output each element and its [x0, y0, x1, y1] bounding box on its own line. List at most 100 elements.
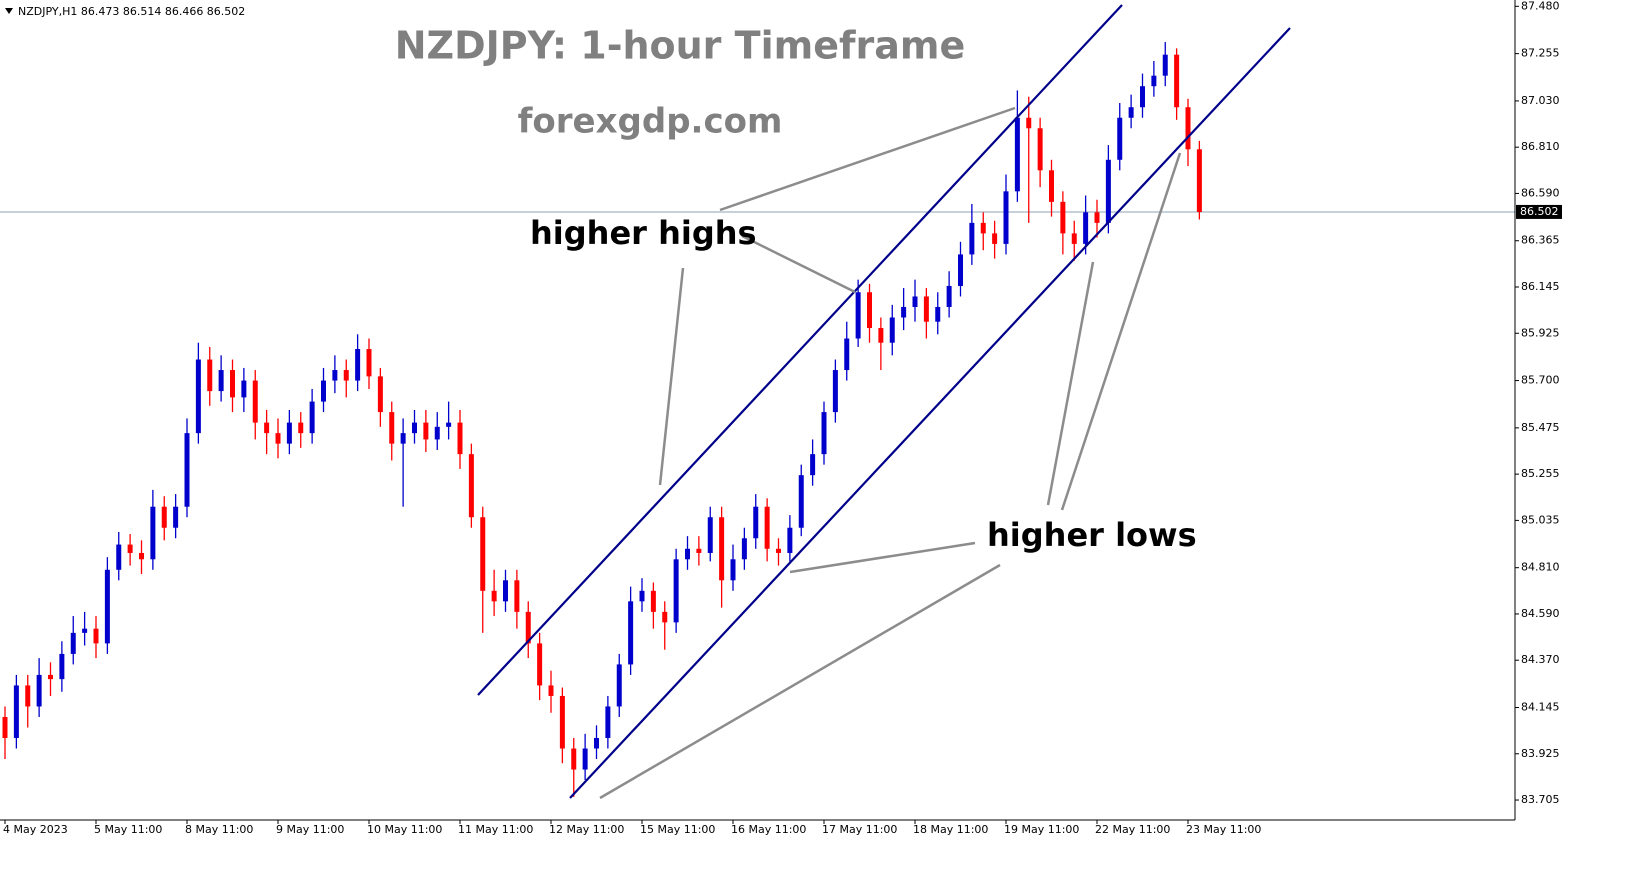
candle-body	[275, 433, 281, 444]
candle-body	[1174, 54, 1180, 108]
candle-body	[377, 376, 383, 413]
x-tick-label: 10 May 11:00	[367, 823, 442, 836]
candle-body	[867, 292, 872, 328]
candle-body	[195, 359, 201, 434]
x-tick-label: 23 May 11:00	[1186, 823, 1261, 836]
candle-body	[25, 685, 31, 707]
candle-body	[639, 590, 645, 602]
x-tick-label: 18 May 11:00	[913, 823, 988, 836]
y-tick-label: 86.810	[1521, 140, 1560, 153]
candle-body	[173, 506, 179, 528]
candle-body	[776, 548, 781, 553]
candle-body	[93, 628, 99, 644]
candle-body	[1117, 117, 1123, 160]
y-tick-label: 85.475	[1521, 421, 1560, 434]
candle-body	[400, 433, 406, 444]
candle-body	[537, 643, 543, 686]
candle-body	[321, 380, 326, 402]
candle-body	[1105, 159, 1111, 223]
candle-body	[923, 296, 929, 322]
candle-body	[480, 517, 486, 591]
y-tick-label: 87.480	[1521, 0, 1560, 12]
y-tick-label: 84.145	[1521, 701, 1560, 714]
candle-body	[2, 716, 8, 738]
y-tick-label: 85.255	[1521, 467, 1560, 480]
header: NZDJPY,H1 86.473 86.514 86.466 86.502	[18, 5, 245, 18]
candle-body	[116, 544, 122, 570]
y-tick-label: 86.590	[1521, 186, 1560, 199]
candle-body	[423, 422, 429, 440]
candle-body	[559, 695, 565, 749]
candle-body	[127, 544, 133, 553]
candle-body	[719, 517, 725, 581]
candle-body	[264, 422, 270, 434]
y-tick-label: 86.145	[1521, 280, 1560, 293]
candle-body	[184, 433, 190, 507]
candle-body	[707, 517, 713, 553]
candle-body	[1094, 212, 1100, 223]
x-tick-label: 22 May 11:00	[1095, 823, 1170, 836]
candle-body	[1060, 201, 1066, 234]
candle-body	[230, 370, 235, 398]
x-tick-label: 11 May 11:00	[458, 823, 533, 836]
candle-body	[650, 590, 656, 612]
pointer	[658, 267, 685, 486]
candle-body	[969, 222, 975, 255]
y-tick-label: 84.590	[1521, 607, 1560, 620]
candle-body	[514, 580, 520, 612]
candle-body	[946, 285, 952, 307]
candle-body	[935, 306, 941, 322]
price-label-bg	[1516, 204, 1562, 219]
candle-body	[252, 380, 258, 423]
candle-body	[855, 292, 861, 339]
candles	[0, 42, 1515, 797]
y-tick-label: 85.925	[1521, 326, 1560, 339]
candle-body	[582, 748, 588, 770]
candle-body	[1026, 117, 1032, 129]
x-tick-label: 17 May 11:00	[822, 823, 897, 836]
candle-body	[241, 380, 247, 398]
candle-body	[59, 653, 65, 680]
candle-body	[798, 475, 804, 528]
x-tick-label: 9 May 11:00	[276, 823, 344, 836]
pointer	[719, 106, 1016, 212]
candle-body	[616, 664, 622, 707]
candle-body	[412, 422, 417, 434]
candle-body	[548, 685, 554, 696]
candle-body	[525, 611, 531, 644]
candle-body	[104, 569, 110, 644]
y-tick-label: 84.370	[1521, 653, 1560, 666]
chart-subtitle: forexgdp.com	[518, 102, 783, 142]
candle-body	[1185, 107, 1191, 150]
x-tick-label: 4 May 2023	[3, 823, 68, 836]
candle-body	[741, 538, 747, 560]
candle-body	[764, 506, 770, 549]
y-tick-label: 83.925	[1521, 747, 1560, 760]
candle-body	[161, 506, 167, 528]
candle-body	[1037, 128, 1043, 171]
channel-upper	[477, 4, 1123, 696]
x-tick-label: 8 May 11:00	[185, 823, 253, 836]
candle-body	[1151, 75, 1157, 87]
candle-body	[685, 548, 690, 560]
candle-body	[912, 296, 918, 307]
x-tick-label: 5 May 11:00	[94, 823, 162, 836]
candle-body	[1128, 107, 1134, 118]
candle-body	[207, 359, 213, 392]
annotation: higher highs	[530, 214, 757, 252]
candle-body	[673, 559, 679, 623]
x-tick-label: 12 May 11:00	[549, 823, 624, 836]
candle-body	[753, 506, 759, 539]
y-tick-label: 83.705	[1521, 793, 1560, 806]
candle-body	[992, 233, 998, 244]
candle-body	[298, 422, 304, 434]
candle-body	[628, 601, 634, 665]
price-label: 86.502	[1520, 205, 1559, 218]
candle-body	[503, 580, 508, 602]
candle-body	[662, 611, 668, 623]
candle-body	[605, 706, 611, 738]
x-tick-label: 15 May 11:00	[640, 823, 715, 836]
pointer	[1046, 261, 1095, 506]
candle-body	[48, 674, 53, 680]
